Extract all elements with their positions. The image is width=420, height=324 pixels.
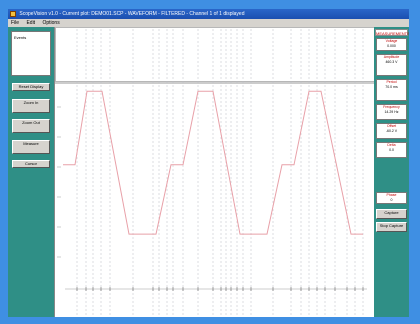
- zoom-in-button[interactable]: Zoom In: [12, 99, 50, 113]
- period-box: Period 70.0 ms: [376, 79, 407, 101]
- upper-strip: [55, 27, 375, 82]
- amplitude-label: Amplitude: [383, 55, 400, 59]
- phase-box: Phase 0: [376, 192, 407, 204]
- amplitude-value: 460.3 V: [385, 60, 398, 64]
- events-box: Events: [11, 31, 51, 76]
- left-panel: Events Reset Display Zoom In Zoom Out Me…: [8, 27, 54, 317]
- frequency-label: Frequency: [383, 105, 400, 109]
- scope-window: ScopeVision v1.0 - Current plot: DEMO01.…: [8, 9, 409, 317]
- measurements-header: MEASUREMENTS: [375, 29, 409, 36]
- window-title: ScopeVision v1.0 - Current plot: DEMO01.…: [19, 11, 245, 17]
- title-bar: ScopeVision v1.0 - Current plot: DEMO01.…: [8, 9, 409, 19]
- delta-box: Delta 0.0: [376, 142, 407, 158]
- offset-box: Offset -60.2 V: [376, 123, 407, 139]
- menu-bar: File Edit Options: [8, 19, 409, 27]
- events-label: Events: [14, 35, 27, 40]
- capture-button[interactable]: Capture: [376, 209, 407, 219]
- amplitude-box: Amplitude 460.3 V: [376, 54, 407, 76]
- phase-value: 0: [390, 198, 393, 202]
- menu-options[interactable]: Options: [42, 20, 60, 26]
- delta-value: 0.0: [389, 148, 394, 152]
- voltage-box: Voltage 0.000: [376, 38, 407, 51]
- frequency-value: 14.29 Hz: [384, 110, 399, 114]
- period-value: 70.0 ms: [385, 85, 398, 89]
- right-panel: MEASUREMENTS Voltage 0.000 Amplitude 460…: [374, 27, 409, 317]
- delta-label: Delta: [387, 143, 396, 147]
- cursor-button[interactable]: Cursor: [12, 160, 50, 168]
- zoom-out-button[interactable]: Zoom Out: [12, 119, 50, 133]
- voltage-label: Voltage: [385, 39, 398, 43]
- waveform-plot[interactable]: [54, 27, 375, 317]
- period-label: Period: [386, 80, 397, 84]
- waveform-trace: [63, 90, 363, 235]
- voltage-value: 0.000: [387, 44, 396, 48]
- frequency-box: Frequency 14.29 Hz: [376, 104, 407, 120]
- menu-edit[interactable]: Edit: [26, 20, 36, 26]
- reset-display-button[interactable]: Reset Display: [12, 83, 50, 91]
- app-icon: [10, 11, 16, 17]
- offset-value: -60.2 V: [385, 129, 398, 133]
- stop-capture-button[interactable]: Stop Capture: [376, 222, 407, 232]
- waveform-svg: [55, 27, 375, 315]
- menu-file[interactable]: File: [11, 20, 20, 26]
- offset-label: Offset: [386, 124, 397, 128]
- measure-button[interactable]: Measure: [12, 140, 50, 154]
- phase-label: Phase: [386, 193, 397, 197]
